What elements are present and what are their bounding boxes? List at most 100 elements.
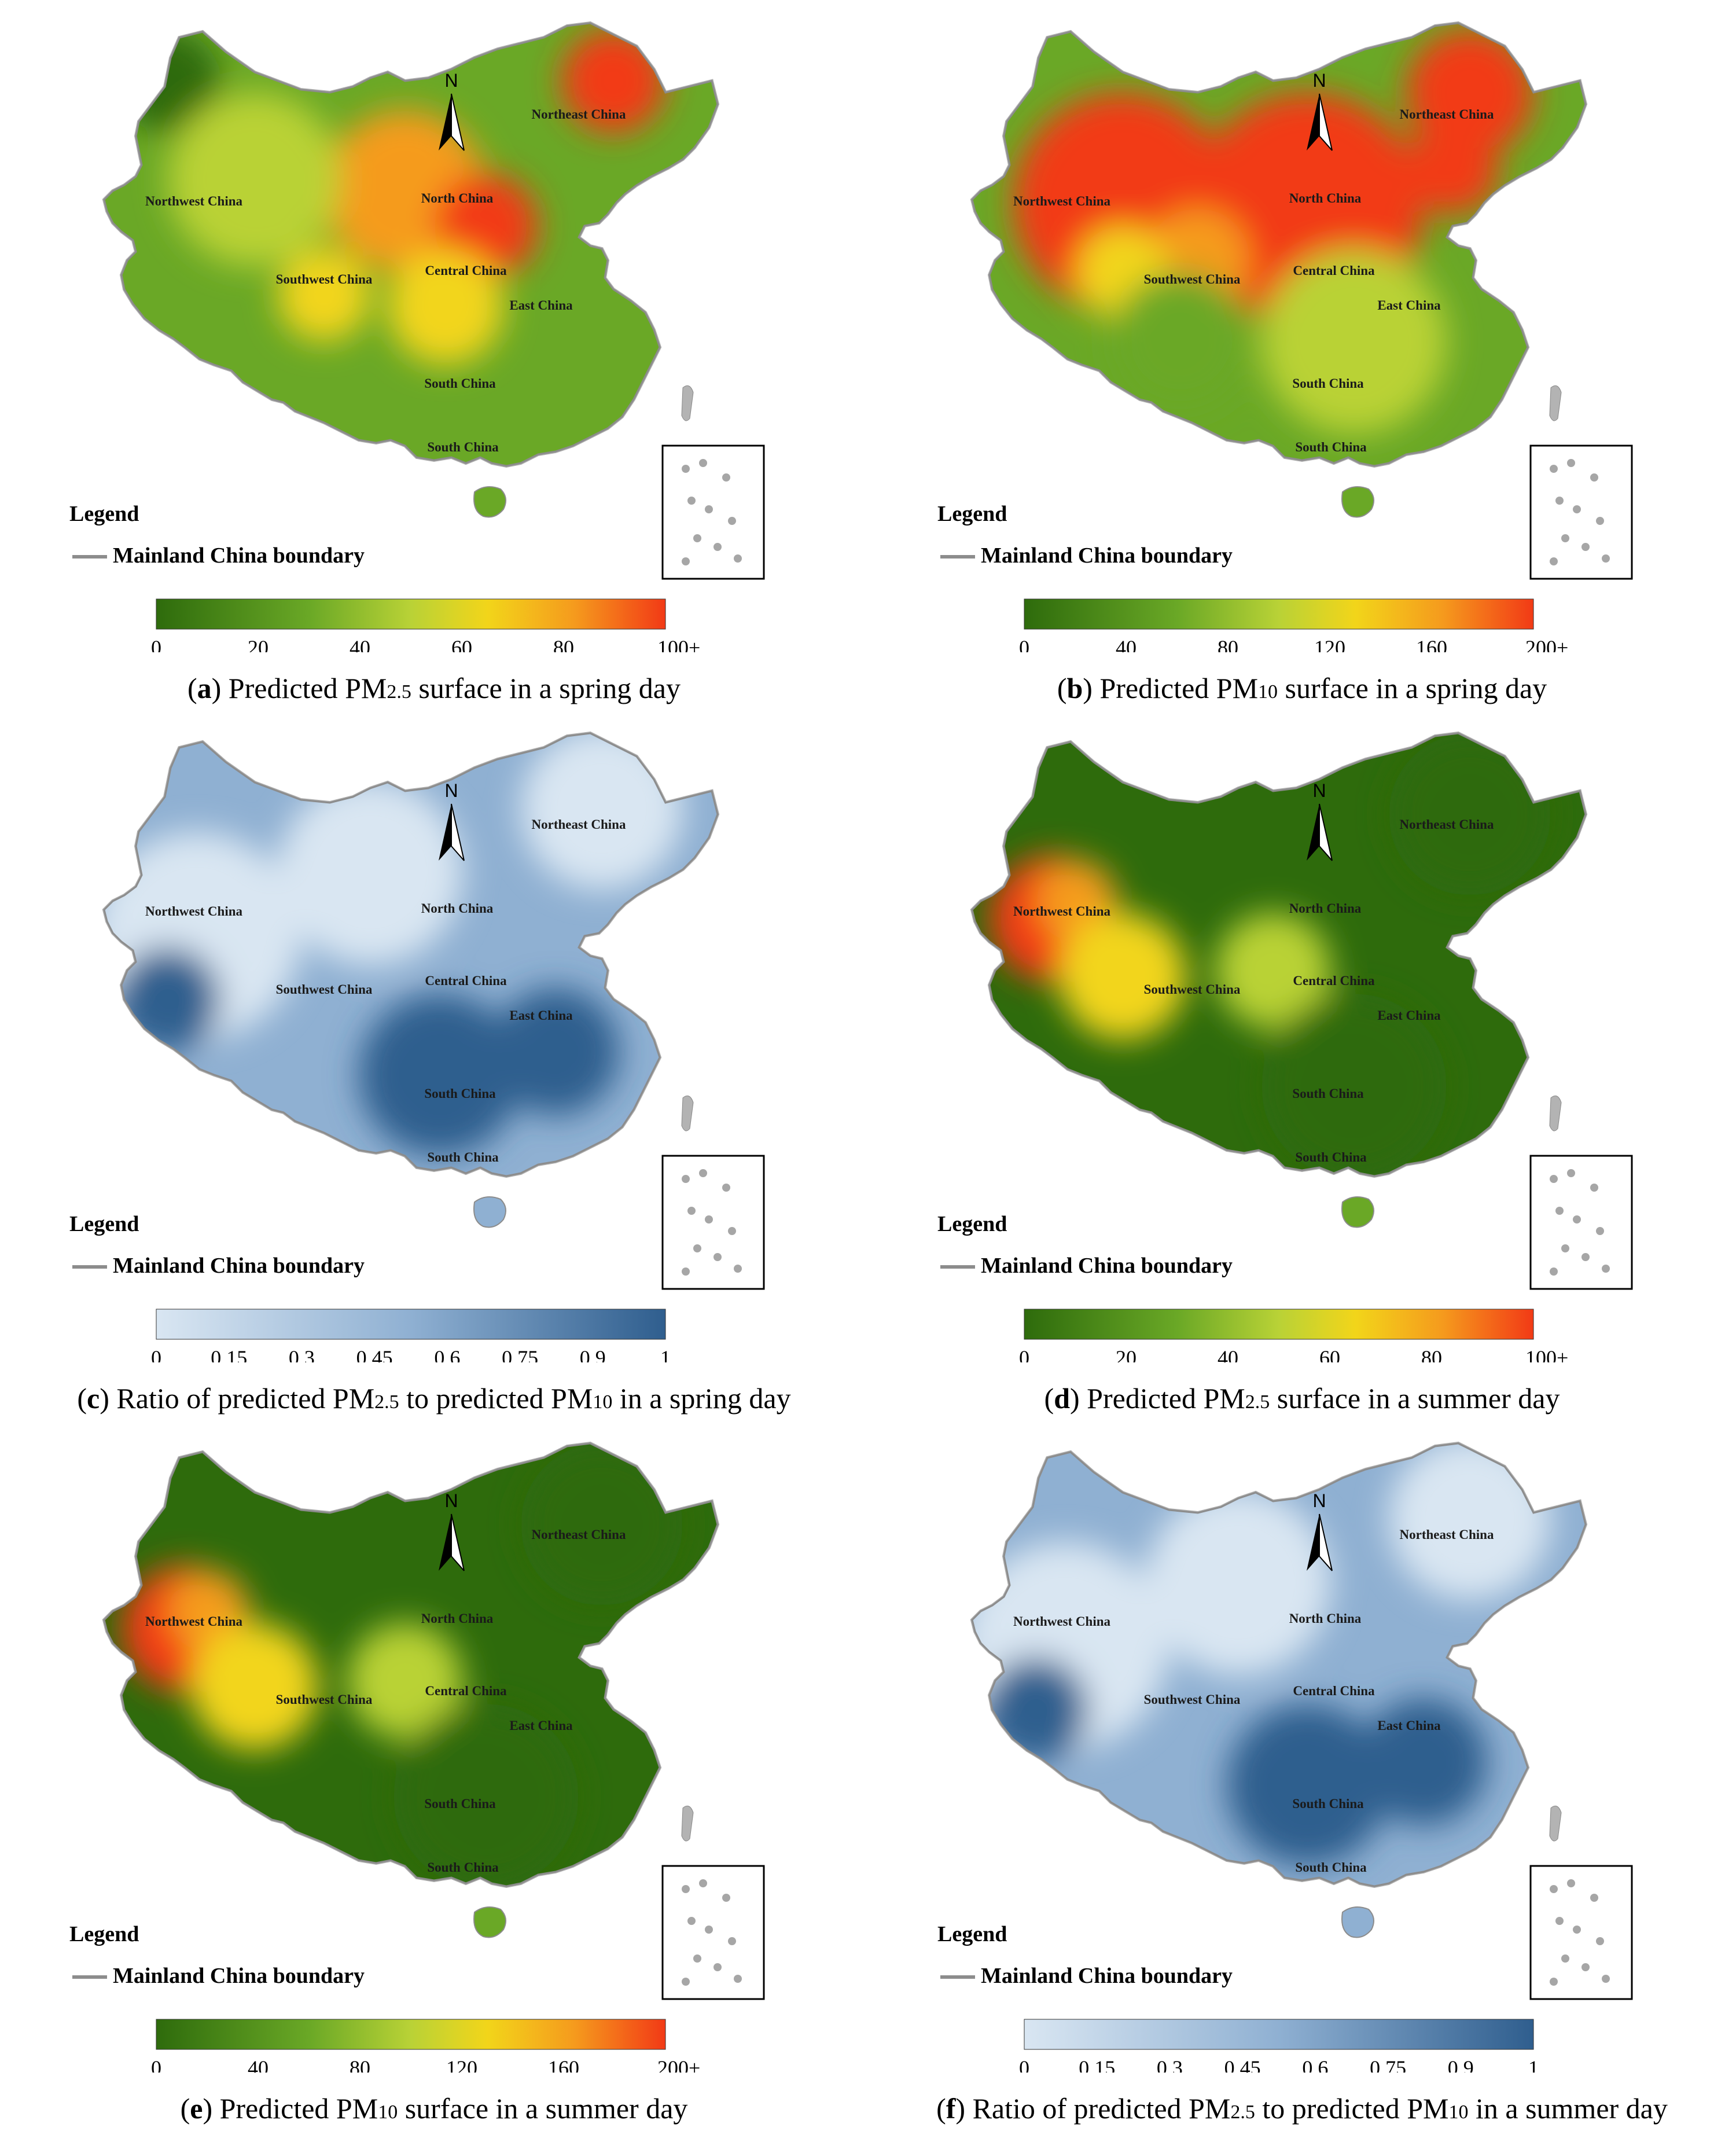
- scale-tick-label: 160: [548, 2056, 579, 2073]
- scale-tick-label: 0: [151, 636, 161, 652]
- scale-tick-label: 40: [350, 636, 370, 652]
- scale-tick-label: 40: [1116, 636, 1137, 652]
- region-label: East China: [509, 1008, 573, 1023]
- region-label: Northeast China: [1400, 817, 1494, 832]
- south-china-sea-inset: [661, 1155, 765, 1290]
- scale-tick-label: 0.45: [356, 1346, 393, 1362]
- legend-title: Legend: [937, 1922, 1007, 1946]
- region-label: Northeast China: [1400, 107, 1494, 122]
- legend-title: Legend: [937, 502, 1007, 526]
- scale-tick-label: 0.75: [1370, 2056, 1406, 2073]
- mainland-boundary: [103, 22, 719, 467]
- region-label: East China: [509, 1718, 573, 1733]
- region-label: Northwest China: [1013, 904, 1111, 918]
- scale-tick-label: 20: [248, 636, 269, 652]
- scale-tick-label: 1: [1528, 2056, 1539, 2073]
- panel-caption: (c) Ratio of predicted PM2.5 to predicte…: [77, 1382, 791, 1414]
- color-scale-bar: [1024, 598, 1534, 630]
- region-label: South China: [424, 376, 496, 391]
- scale-tick-label: 100+: [657, 636, 700, 652]
- pollution-surface: [104, 733, 718, 1228]
- scale-tick-label: 200+: [1525, 636, 1568, 652]
- scale-tick-label: 1: [660, 1346, 671, 1362]
- panel-letter: b: [1066, 672, 1083, 704]
- scale-tick-label: 0.15: [1079, 2056, 1115, 2073]
- scale-tick-label: 60: [451, 636, 472, 652]
- scale-tick-label: 0.9: [1448, 2056, 1474, 2073]
- legend-boundary-label: Mainland China boundary: [113, 1254, 365, 1278]
- region-label: South China: [1295, 1150, 1367, 1164]
- scale-tick-label: 0.6: [434, 1346, 460, 1362]
- scale-tick-label: 80: [350, 2056, 370, 2073]
- region-label: Northeast China: [532, 1527, 626, 1542]
- region-label: Northwest China: [1013, 194, 1111, 208]
- mainland-boundary: [971, 22, 1587, 467]
- legend-title: Legend: [69, 502, 139, 526]
- scale-tick-label: 60: [1319, 1346, 1340, 1362]
- region-label: Southwest China: [276, 982, 373, 997]
- scale-tick-label: 20: [1116, 1346, 1137, 1362]
- region-label: North China: [421, 901, 494, 916]
- region-label: Southwest China: [1144, 982, 1241, 997]
- scale-tick-label: 0: [1019, 2056, 1029, 2073]
- legend-boundary-label: Mainland China boundary: [113, 543, 365, 568]
- region-label: South China: [424, 1796, 496, 1811]
- south-china-sea-inset: [661, 1865, 765, 2000]
- north-arrow-icon: N: [1307, 1490, 1333, 1571]
- scale-tick-label: 80: [1218, 636, 1238, 652]
- mainland-boundary: [103, 1442, 719, 1887]
- region-label: North China: [1289, 1611, 1362, 1626]
- taiwan-island: [681, 1095, 694, 1131]
- scale-tick-label: 160: [1416, 636, 1447, 652]
- region-label: Central China: [425, 263, 507, 278]
- scale-tick-label: 0.15: [211, 1346, 247, 1362]
- north-arrow-icon: N: [1307, 780, 1333, 861]
- region-label: North China: [421, 1611, 494, 1626]
- map-panel-c: Northeast China Northwest China North Chin…: [0, 710, 868, 1420]
- region-label: Central China: [1293, 973, 1375, 988]
- north-arrow-icon: N: [439, 1490, 465, 1571]
- region-label: South China: [427, 1860, 499, 1875]
- map-svg-f: Northeast China Northwest China North Chin…: [937, 1441, 1633, 2073]
- pollution-surface: [972, 733, 1586, 1228]
- map-panel-b: Northeast China Northwest China North Chin…: [868, 0, 1736, 710]
- region-label: South China: [1292, 1086, 1364, 1101]
- svg-text:N: N: [1312, 1490, 1326, 1511]
- region-label: Northwest China: [145, 194, 243, 208]
- region-label: Northeast China: [1400, 1527, 1494, 1542]
- scale-tick-label: 0: [1019, 636, 1029, 652]
- region-label: Southwest China: [1144, 1692, 1241, 1707]
- panel-letter: a: [197, 672, 212, 704]
- map-svg-e: Northeast China Northwest China North Chin…: [69, 1441, 765, 2073]
- region-label: South China: [1295, 440, 1367, 454]
- region-label: Northwest China: [145, 904, 243, 918]
- scale-tick-label: 40: [248, 2056, 269, 2073]
- region-label: East China: [1377, 1008, 1441, 1023]
- scale-tick-label: 80: [1421, 1346, 1442, 1362]
- scale-tick-label: 80: [553, 636, 574, 652]
- legend-boundary-label: Mainland China boundary: [981, 1964, 1233, 1988]
- scale-tick-label: 0.45: [1224, 2056, 1261, 2073]
- panel-letter: c: [87, 1382, 100, 1414]
- svg-text:N: N: [444, 70, 458, 91]
- region-label: East China: [1377, 1718, 1441, 1733]
- region-label: Southwest China: [276, 1692, 373, 1707]
- scale-tick-label: 40: [1218, 1346, 1238, 1362]
- pollution-surface: [972, 1443, 1586, 1938]
- scale-tick-label: 0.6: [1302, 2056, 1328, 2073]
- scale-tick-label: 200+: [657, 2056, 700, 2073]
- scale-tick-label: 0.9: [580, 1346, 606, 1362]
- mainland-boundary: [103, 732, 719, 1177]
- north-arrow-icon: N: [439, 70, 465, 151]
- region-label: South China: [1295, 1860, 1367, 1875]
- hainan-island: [473, 1196, 506, 1228]
- color-scale-bar: [1024, 1309, 1534, 1340]
- map-svg-d: Northeast China Northwest China North Chin…: [937, 731, 1633, 1362]
- hainan-island: [1341, 486, 1374, 518]
- map-svg-a: Northeast China Northwest China North Chin…: [69, 21, 765, 652]
- taiwan-island: [681, 385, 694, 421]
- scale-tick-label: 100+: [1525, 1346, 1568, 1362]
- north-arrow-icon: N: [1307, 70, 1333, 151]
- scale-tick-label: 0.3: [289, 1346, 315, 1362]
- hainan-island: [1341, 1196, 1374, 1228]
